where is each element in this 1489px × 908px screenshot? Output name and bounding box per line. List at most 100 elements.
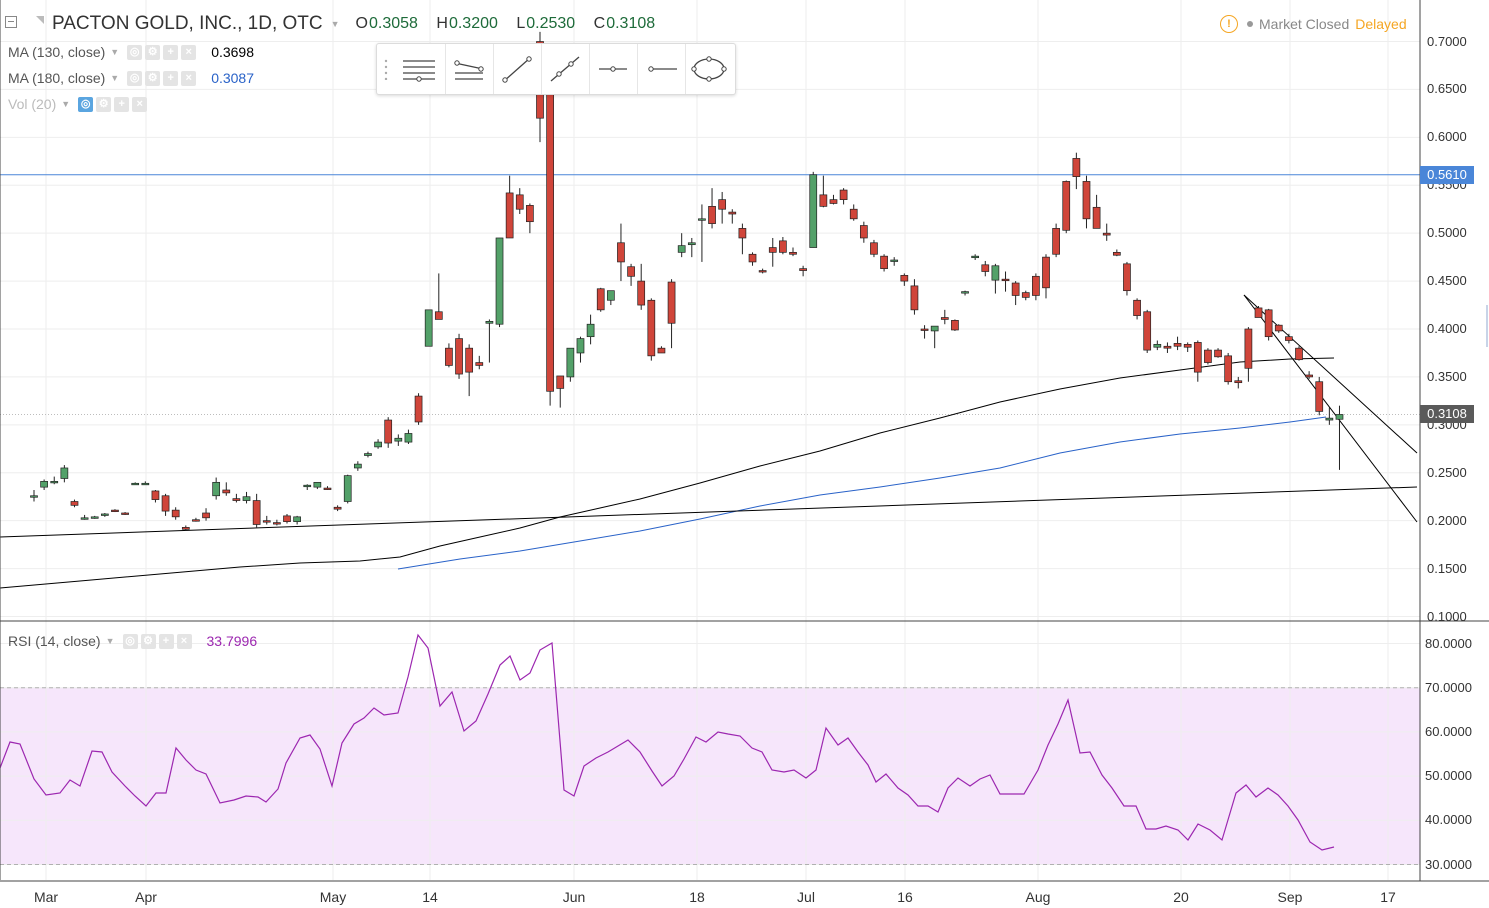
candle[interactable] xyxy=(556,375,565,408)
candle[interactable] xyxy=(1042,254,1050,299)
candle[interactable] xyxy=(1254,306,1263,318)
candle[interactable] xyxy=(1285,333,1293,344)
ellipse-tool-icon[interactable] xyxy=(687,49,731,89)
chevron-down-icon[interactable]: ▼ xyxy=(61,99,71,109)
candle[interactable] xyxy=(971,254,980,261)
candle[interactable] xyxy=(121,512,129,515)
candle[interactable] xyxy=(880,254,888,272)
gear-icon[interactable]: ⚙ xyxy=(140,633,156,649)
gear-icon[interactable]: ⚙ xyxy=(96,96,112,112)
candle[interactable] xyxy=(323,486,332,491)
candle[interactable] xyxy=(273,519,281,526)
close-icon[interactable]: × xyxy=(181,70,197,86)
candle[interactable] xyxy=(698,204,706,262)
candle[interactable] xyxy=(1274,324,1283,333)
candle[interactable] xyxy=(1315,376,1324,416)
candle[interactable] xyxy=(951,319,959,331)
candle[interactable] xyxy=(505,175,514,239)
candle[interactable] xyxy=(677,233,686,258)
volume-legend[interactable]: Vol (20) ▼ ◎ ⚙ + × xyxy=(8,94,150,114)
candle[interactable] xyxy=(515,188,524,215)
trend-line-drawing[interactable] xyxy=(1243,294,1418,523)
candle[interactable] xyxy=(910,279,919,315)
candle[interactable] xyxy=(1092,194,1101,229)
candle[interactable] xyxy=(404,429,413,445)
market-status[interactable]: ! Market Closed Delayed xyxy=(1220,13,1407,35)
candle[interactable] xyxy=(991,263,1000,294)
candle[interactable] xyxy=(576,336,585,363)
candle[interactable] xyxy=(1295,346,1303,361)
candle[interactable] xyxy=(495,237,504,328)
gear-icon[interactable]: ⚙ xyxy=(145,44,161,60)
rsi-pane[interactable] xyxy=(0,633,1335,851)
candle[interactable] xyxy=(141,481,150,486)
candle[interactable] xyxy=(1062,180,1071,234)
candle[interactable] xyxy=(1305,371,1313,379)
candle[interactable] xyxy=(1244,327,1253,382)
candle[interactable] xyxy=(384,417,393,448)
candle[interactable] xyxy=(1193,340,1202,382)
ma130-legend[interactable]: MA (130, close) ▼ ◎ ⚙ + × 0.3698 xyxy=(8,42,254,62)
candle[interactable] xyxy=(829,194,838,205)
candle[interactable] xyxy=(343,474,352,504)
trend-line-drawing[interactable] xyxy=(0,486,1418,538)
candle[interactable] xyxy=(70,499,79,508)
plus-icon[interactable]: + xyxy=(163,44,179,60)
chevron-down-icon[interactable]: ▼ xyxy=(105,636,115,646)
horizontal-line-tool-icon[interactable] xyxy=(639,49,683,89)
candle[interactable] xyxy=(364,451,372,458)
candle[interactable] xyxy=(546,51,554,406)
candle[interactable] xyxy=(60,465,69,483)
candle[interactable] xyxy=(1021,290,1030,301)
candle[interactable] xyxy=(465,344,474,397)
candle[interactable] xyxy=(1173,336,1182,351)
horizontal-ray-tool-icon[interactable] xyxy=(591,49,635,89)
ma130-line[interactable] xyxy=(0,357,1335,589)
candle[interactable] xyxy=(181,525,190,531)
candle[interactable] xyxy=(313,481,322,490)
candle[interactable] xyxy=(40,479,48,491)
candle[interactable] xyxy=(353,461,362,471)
candle[interactable] xyxy=(242,491,251,504)
close-icon[interactable]: × xyxy=(132,96,148,112)
candle[interactable] xyxy=(1052,223,1060,258)
candle[interactable] xyxy=(627,263,635,286)
candle[interactable] xyxy=(809,171,818,248)
candle[interactable] xyxy=(212,477,221,500)
candle[interactable] xyxy=(596,287,605,312)
candle[interactable] xyxy=(1234,376,1243,389)
candle[interactable] xyxy=(1163,342,1172,353)
candle[interactable] xyxy=(1112,249,1121,257)
candle[interactable] xyxy=(1133,298,1141,320)
candle[interactable] xyxy=(930,325,939,349)
candle[interactable] xyxy=(1224,352,1233,385)
horizontal-lines-tool-icon[interactable] xyxy=(397,49,441,89)
drag-handle-icon[interactable] xyxy=(383,58,389,81)
symbol-title[interactable]: PACTON GOLD, INC., 1D, OTC xyxy=(52,13,323,34)
candle[interactable] xyxy=(779,237,787,255)
candle[interactable] xyxy=(100,513,109,517)
collapse-legend-button[interactable] xyxy=(5,16,17,28)
candle[interactable] xyxy=(434,273,443,320)
candle[interactable] xyxy=(475,355,484,370)
candle[interactable] xyxy=(1264,308,1273,341)
candle[interactable] xyxy=(111,509,119,513)
ray-tool-icon[interactable] xyxy=(543,49,587,89)
candle[interactable] xyxy=(252,493,261,528)
candle[interactable] xyxy=(849,204,858,221)
right-scroll-handle[interactable] xyxy=(1486,305,1488,347)
candle[interactable] xyxy=(758,268,767,274)
candle[interactable] xyxy=(1214,348,1222,358)
candle[interactable] xyxy=(1082,175,1091,229)
close-icon[interactable]: × xyxy=(176,633,192,649)
candle[interactable] xyxy=(80,514,89,520)
plus-icon[interactable]: + xyxy=(163,70,179,86)
candle[interactable] xyxy=(455,333,463,379)
candle[interactable] xyxy=(1204,348,1212,365)
candle[interactable] xyxy=(414,393,423,425)
candle[interactable] xyxy=(900,273,909,286)
parallel-channel-tool-icon[interactable] xyxy=(447,49,491,89)
eye-icon[interactable]: ◎ xyxy=(122,633,138,649)
candle[interactable] xyxy=(445,343,453,368)
chevron-down-icon[interactable]: ▼ xyxy=(330,19,340,29)
